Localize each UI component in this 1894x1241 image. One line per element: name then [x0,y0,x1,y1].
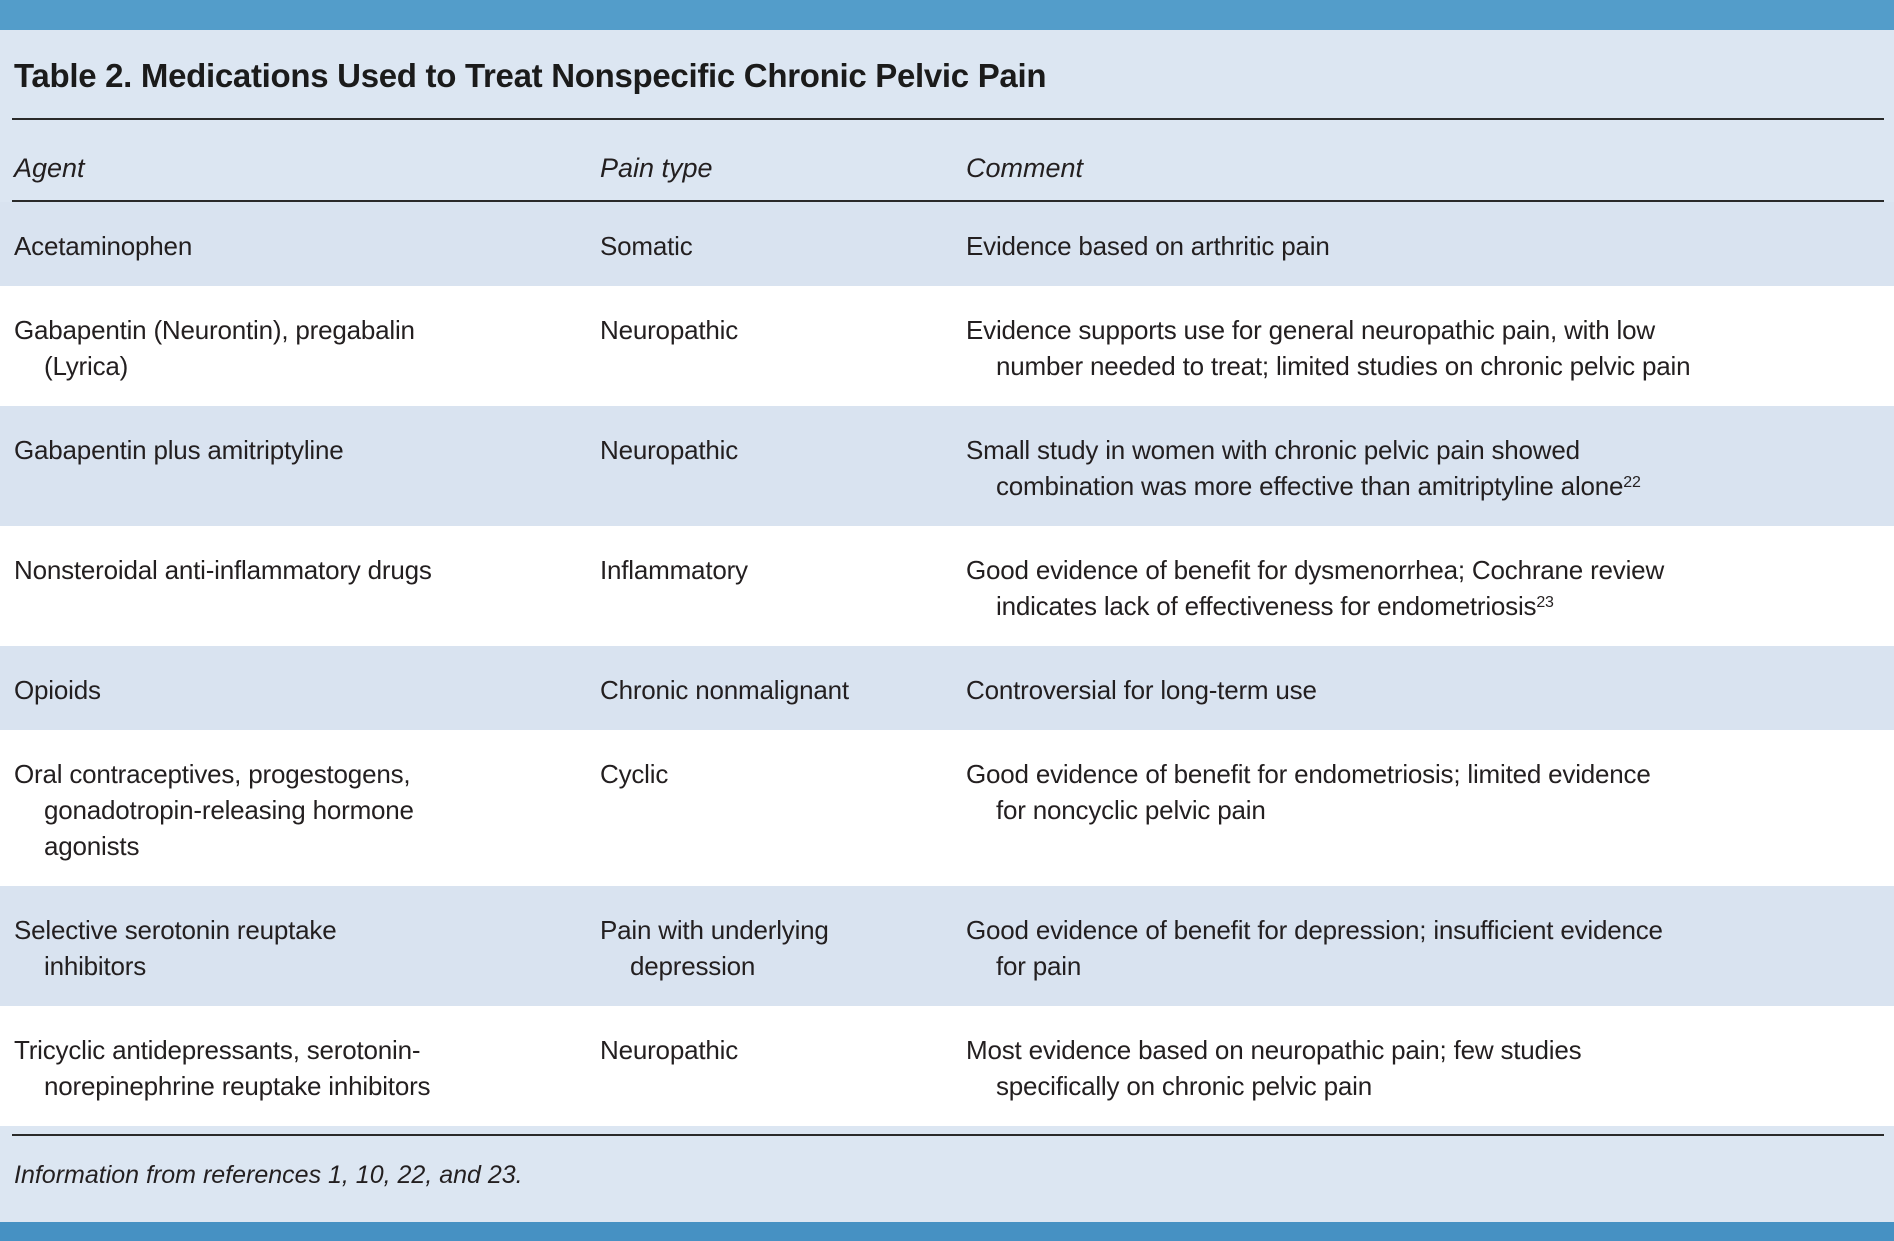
comment-cell: Good evidence of benefit for dysmenorrhe… [966,552,1882,624]
cell-line: for noncyclic pelvic pain [996,795,1266,825]
cell-line: Most evidence based on neuropathic pain;… [966,1035,1582,1065]
pain-type-cell: Neuropathic [600,312,966,384]
cell-line: gonadotropin-releasing hormone [44,795,414,825]
table-row: Gabapentin (Neurontin), pregabalin (Lyri… [0,286,1894,406]
table-row: Acetaminophen Somatic Evidence based on … [0,202,1894,286]
cell-line: number needed to treat; limited studies … [996,351,1691,381]
table-title: Table 2. Medications Used to Treat Nonsp… [14,57,1047,94]
column-header-comment: Comment [966,153,1084,183]
cell-line: (Lyrica) [44,351,129,381]
comment-cell: Good evidence of benefit for depression;… [966,912,1882,984]
pain-type-cell: Inflammatory [600,552,966,624]
comment-cell: Controversial for long-term use [966,672,1882,708]
pain-type-cell: Chronic nonmalignant [600,672,966,708]
column-header-row: Agent Pain type Comment [0,120,1894,200]
cell-line: Neuropathic [600,315,738,345]
table-row: Gabapentin plus amitriptyline Neuropathi… [0,406,1894,526]
cell-line: indicates lack of effectiveness for endo… [966,588,1862,624]
cell-line: for pain [996,951,1082,981]
bottom-accent-bar [0,1222,1894,1241]
cell-line-text: combination was more effective than amit… [996,471,1624,501]
pain-type-cell: Neuropathic [600,432,966,504]
title-band: Table 2. Medications Used to Treat Nonsp… [0,30,1894,118]
cell-line: Gabapentin (Neurontin), pregabalin [14,315,415,345]
cell-line: Good evidence of benefit for depression;… [966,915,1663,945]
table-row: Tricyclic antidepressants, serotonin- no… [0,1006,1894,1126]
cell-line: Somatic [600,231,693,261]
cell-line: Gabapentin plus amitriptyline [14,435,344,465]
pain-type-cell: Cyclic [600,756,966,864]
cell-line: specifically on chronic pelvic pain [996,1071,1372,1101]
table-row: Oral contraceptives, progestogens, gonad… [0,730,1894,886]
cell-line: Selective serotonin reuptake [14,915,337,945]
table-row: Opioids Chronic nonmalignant Controversi… [0,646,1894,730]
agent-cell: Tricyclic antidepressants, serotonin- no… [14,1032,600,1104]
footer-band: Information from references 1, 10, 22, a… [0,1126,1894,1222]
title-divider [12,118,1884,120]
agent-cell: Nonsteroidal anti-inflammatory drugs [14,552,600,624]
table-footnote: Information from references 1, 10, 22, a… [14,1161,523,1189]
agent-cell: Oral contraceptives, progestogens, gonad… [14,756,600,864]
agent-cell: Opioids [14,672,600,708]
agent-cell: Selective serotonin reuptake inhibitors [14,912,600,984]
comment-cell: Small study in women with chronic pelvic… [966,432,1882,504]
column-header-pain-type: Pain type [600,153,713,183]
cell-line: Neuropathic [600,435,738,465]
agent-cell: Gabapentin plus amitriptyline [14,432,600,504]
table-body: Acetaminophen Somatic Evidence based on … [0,202,1894,1126]
cell-line: Small study in women with chronic pelvic… [966,435,1580,465]
cell-line: inhibitors [44,951,147,981]
table-row: Selective serotonin reuptake inhibitors … [0,886,1894,1006]
cell-line: Evidence based on arthritic pain [966,231,1330,261]
cell-line: Nonsteroidal anti-inflammatory drugs [14,555,432,585]
comment-cell: Evidence based on arthritic pain [966,228,1882,264]
pain-type-cell: Pain with underlying depression [600,912,966,984]
cell-line: Opioids [14,675,101,705]
cell-line: Tricyclic antidepressants, serotonin- [14,1035,421,1065]
cell-line: Cyclic [600,759,669,789]
cell-line: Acetaminophen [14,231,193,261]
cell-line: combination was more effective than amit… [966,468,1862,504]
cell-line: Evidence supports use for general neurop… [966,315,1655,345]
comment-cell: Evidence supports use for general neurop… [966,312,1882,384]
pain-type-cell: Neuropathic [600,1032,966,1104]
cell-line: Good evidence of benefit for dysmenorrhe… [966,555,1665,585]
header-divider [12,200,1884,202]
cell-line: Controversial for long-term use [966,675,1317,705]
cell-line: Oral contraceptives, progestogens, [14,759,411,789]
cell-line-text: indicates lack of effectiveness for endo… [996,591,1537,621]
table-row: Nonsteroidal anti-inflammatory drugs Inf… [0,526,1894,646]
reference-superscript: 22 [1623,474,1641,491]
top-accent-bar [0,0,1894,30]
footer-divider [12,1134,1884,1136]
agent-cell: Acetaminophen [14,228,600,264]
cell-line: Pain with underlying [600,915,829,945]
column-header-agent: Agent [14,153,85,183]
comment-cell: Good evidence of benefit for endometrios… [966,756,1882,864]
cell-line: depression [630,951,756,981]
comment-cell: Most evidence based on neuropathic pain;… [966,1032,1882,1104]
reference-superscript: 23 [1536,594,1554,611]
cell-line: agonists [44,831,140,861]
cell-line: Inflammatory [600,555,748,585]
cell-line: Neuropathic [600,1035,738,1065]
cell-line: norepinephrine reuptake inhibitors [44,1071,431,1101]
pain-type-cell: Somatic [600,228,966,264]
cell-line: Good evidence of benefit for endometrios… [966,759,1651,789]
agent-cell: Gabapentin (Neurontin), pregabalin (Lyri… [14,312,600,384]
cell-line: Chronic nonmalignant [600,675,849,705]
